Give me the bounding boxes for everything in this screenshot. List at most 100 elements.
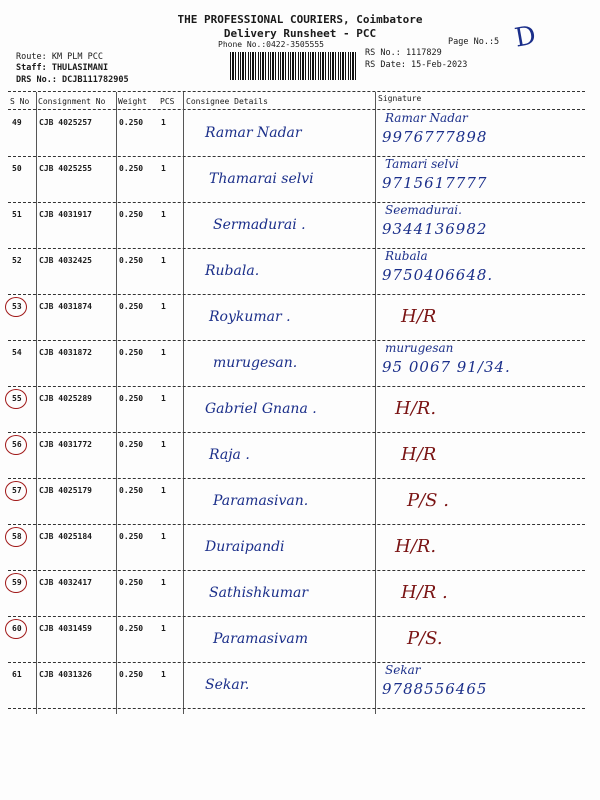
circled-mark (5, 297, 27, 317)
circled-mark (5, 527, 27, 547)
row-weight: 0.250 (119, 118, 144, 127)
row-divider (8, 662, 585, 663)
row-sno: 50 (12, 164, 22, 173)
row-consignment-no: CJB 4031326 (39, 670, 92, 679)
col-header-weight: Weight (118, 97, 147, 106)
row-consignment-no: CJB 4025255 (39, 164, 92, 173)
row-weight: 0.250 (119, 670, 144, 679)
row-sno: 51 (12, 210, 22, 219)
row-pcs: 1 (161, 670, 166, 679)
row-consignee-name: Rubala. (205, 263, 260, 279)
row-consignment-no: CJB 4032425 (39, 256, 92, 265)
col-header-pcs: PCS (160, 97, 175, 106)
row-divider (8, 202, 585, 203)
row-weight: 0.250 (119, 486, 144, 495)
row-sno: 57 (12, 486, 22, 495)
row-divider (8, 294, 585, 295)
row-pcs: 1 (161, 578, 166, 587)
row-sno: 54 (12, 348, 22, 357)
row-pcs: 1 (161, 394, 166, 403)
column-rule (116, 92, 117, 714)
row-sno: 56 (12, 440, 22, 449)
row-weight: 0.250 (119, 210, 144, 219)
document-title: THE PROFESSIONAL COURIERS, Coimbatore (177, 13, 423, 26)
row-consignment-no: CJB 4031874 (39, 302, 92, 311)
row-divider (8, 616, 585, 617)
barcode (230, 52, 358, 80)
row-consignee-name: murugesan. (213, 355, 298, 371)
row-consignee-name: Raja . (209, 447, 250, 463)
divider (8, 109, 585, 110)
row-consignment-no: CJB 4025184 (39, 532, 92, 541)
row-signature: Seemadurai. (385, 203, 462, 217)
row-consignee-name: Ramar Nadar (205, 125, 302, 141)
column-rule (375, 92, 376, 714)
row-pcs: 1 (161, 118, 166, 127)
document-subtitle: Delivery Runsheet - PCC (223, 27, 377, 40)
row-weight: 0.250 (119, 440, 144, 449)
col-header-consignee: Consignee Details (186, 97, 268, 106)
circled-mark (5, 389, 27, 409)
row-consignment-no: CJB 4025289 (39, 394, 92, 403)
row-weight: 0.250 (119, 532, 144, 541)
row-consignment-no: CJB 4031459 (39, 624, 92, 633)
row-consignee-name: Paramasivam (213, 631, 308, 647)
row-signature: P/S . (407, 490, 449, 511)
row-signature: P/S. (407, 628, 443, 649)
row-weight: 0.250 (119, 348, 144, 357)
row-pcs: 1 (161, 302, 166, 311)
row-signature: murugesan (385, 341, 454, 355)
row-signature: Ramar Nadar (385, 111, 468, 125)
row-sno: 58 (12, 532, 22, 541)
col-header-sno: S No (10, 97, 30, 106)
route: Route: KM PLM PCC (16, 52, 103, 62)
drs-number: DRS No.: DCJB111782905 (16, 75, 129, 85)
row-consignment-no: CJB 4031917 (39, 210, 92, 219)
page-number: Page No.:5 (448, 37, 500, 47)
row-sno: 59 (12, 578, 22, 587)
row-consignee-name: Sathishkumar (209, 585, 309, 601)
row-signature: Tamari selvi (385, 157, 459, 171)
row-phone: 9715617777 (382, 174, 488, 192)
row-weight: 0.250 (119, 302, 144, 311)
row-signature: H/R . (401, 582, 448, 603)
row-pcs: 1 (161, 624, 166, 633)
row-signature: Rubala (385, 249, 428, 263)
row-weight: 0.250 (119, 256, 144, 265)
row-pcs: 1 (161, 440, 166, 449)
row-sno: 61 (12, 670, 22, 679)
row-signature: H/R (401, 444, 437, 465)
row-pcs: 1 (161, 348, 166, 357)
row-pcs: 1 (161, 256, 166, 265)
row-sno: 55 (12, 394, 22, 403)
row-consignee-name: Paramasivan. (213, 493, 309, 509)
row-divider (8, 248, 585, 249)
row-consignment-no: CJB 4031872 (39, 348, 92, 357)
row-sno: 53 (12, 302, 22, 311)
row-divider (8, 386, 585, 387)
column-rule (183, 92, 184, 714)
column-rule (36, 92, 37, 714)
circled-mark (5, 435, 27, 455)
row-pcs: 1 (161, 210, 166, 219)
row-phone: 95 0067 91/34. (382, 358, 511, 376)
divider (8, 91, 585, 92)
row-weight: 0.250 (119, 394, 144, 403)
row-signature: H/R. (395, 536, 437, 557)
row-consignee-name: Gabriel Gnana . (205, 401, 317, 417)
col-header-consignment: Consignment No (38, 97, 106, 106)
row-divider (8, 432, 585, 433)
row-consignee-name: Roykumar . (209, 309, 291, 325)
row-consignment-no: CJB 4031772 (39, 440, 92, 449)
row-signature: H/R. (395, 398, 437, 419)
circled-mark (5, 481, 27, 501)
row-phone: 9750406648. (382, 266, 494, 284)
row-weight: 0.250 (119, 164, 144, 173)
phone-number: Phone No.:0422-3505555 (218, 40, 324, 49)
row-consignment-no: CJB 4025179 (39, 486, 92, 495)
row-consignee-name: Sekar. (205, 677, 250, 693)
rs-number: RS No.: 1117829 (365, 48, 442, 58)
row-divider (8, 708, 585, 709)
row-pcs: 1 (161, 532, 166, 541)
row-weight: 0.250 (119, 578, 144, 587)
